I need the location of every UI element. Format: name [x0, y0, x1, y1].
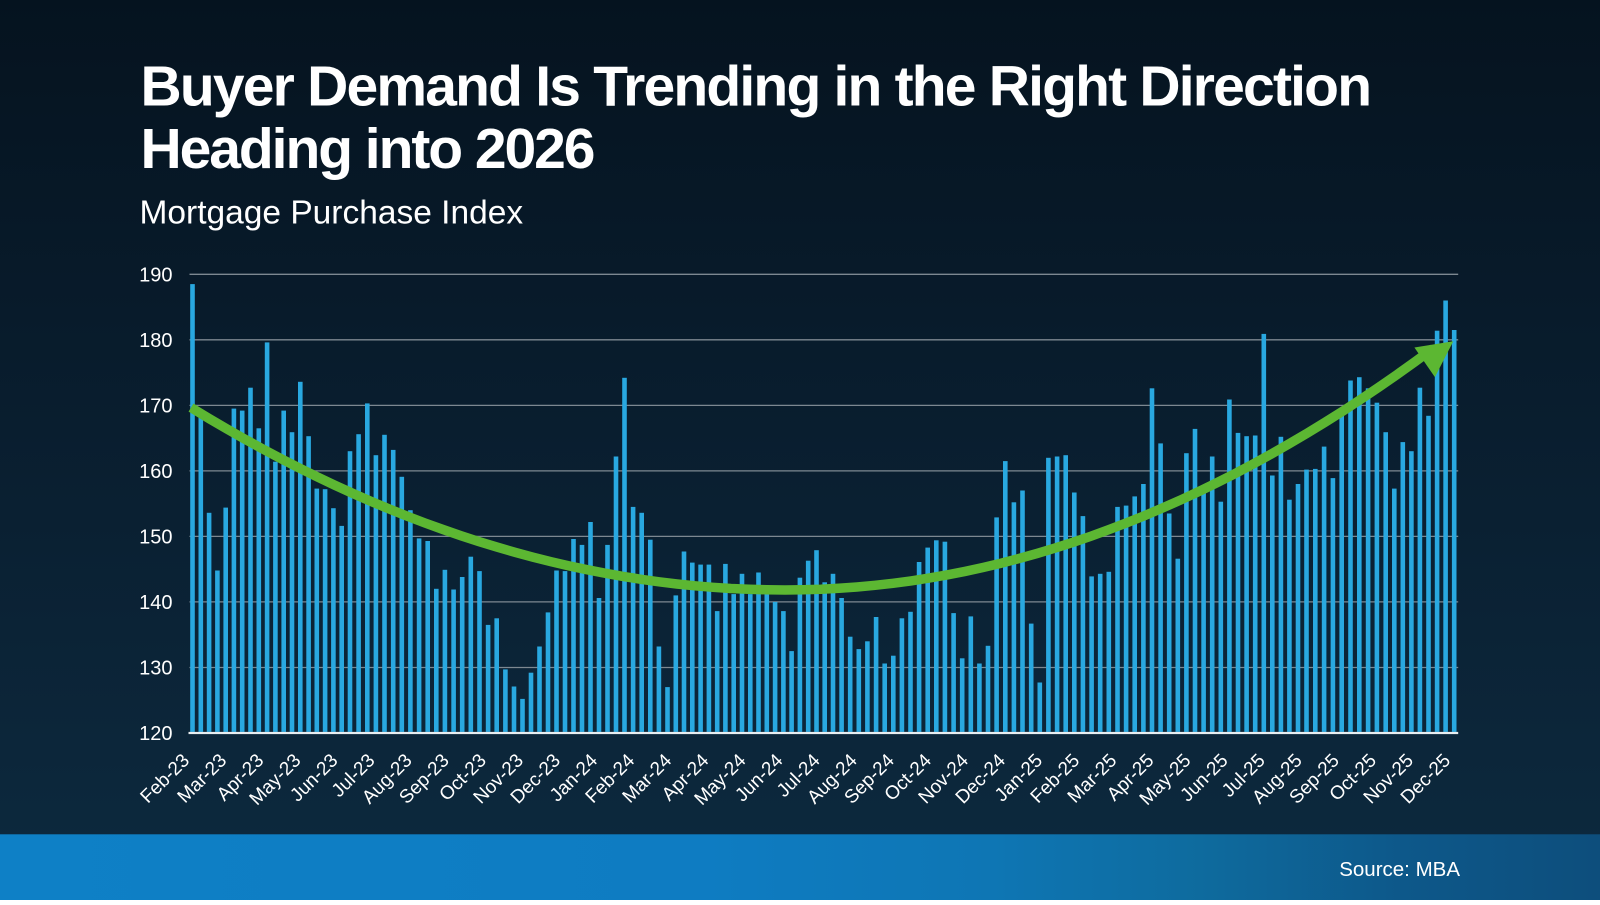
svg-text:Buyer Demand Is Trending in th: Buyer Demand Is Trending in the Right Di…: [141, 55, 1371, 119]
svg-text:170: 170: [139, 396, 172, 418]
svg-text:130: 130: [139, 658, 172, 680]
svg-text:160: 160: [139, 461, 172, 483]
svg-text:Mortgage Purchase Index: Mortgage Purchase Index: [140, 195, 524, 232]
svg-text:180: 180: [139, 330, 172, 352]
svg-text:140: 140: [139, 592, 172, 614]
svg-text:190: 190: [139, 265, 172, 287]
svg-text:Heading into 2026: Heading into 2026: [141, 117, 594, 181]
svg-text:150: 150: [139, 527, 172, 549]
svg-text:120: 120: [139, 723, 172, 745]
svg-text:Source: MBA: Source: MBA: [1339, 858, 1460, 881]
